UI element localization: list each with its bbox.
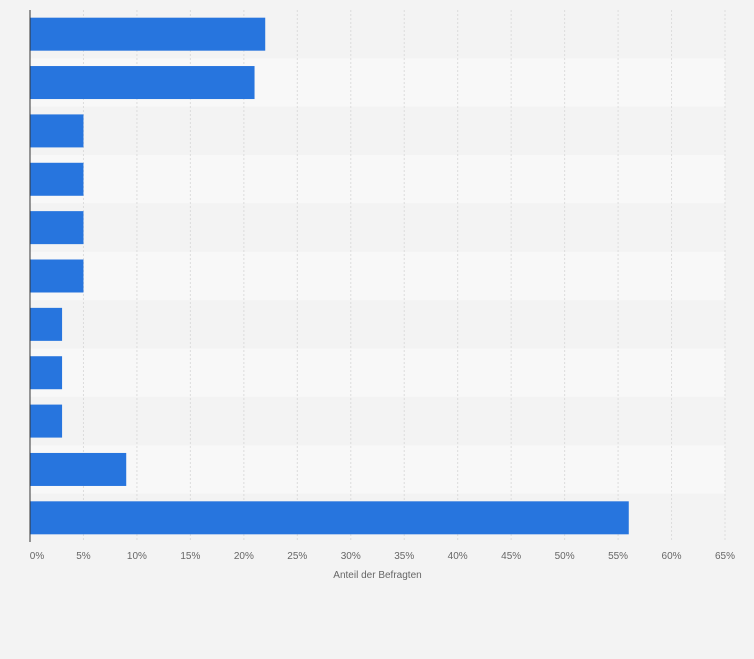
bars [30,17,629,535]
x-tick-label: 25% [287,551,307,562]
x-tick-label: 45% [501,551,521,562]
x-tick-label: 5% [76,551,91,562]
bar [30,162,84,196]
x-tick-label: 55% [608,551,628,562]
x-tick-label: 20% [234,551,254,562]
x-tick-label: 15% [180,551,200,562]
row-band [30,203,725,252]
bar [30,114,84,148]
bar [30,307,63,341]
bar [30,66,255,100]
x-tick-label: 10% [127,551,147,562]
row-band [30,396,725,446]
row-band [30,300,725,349]
row-band [30,106,725,156]
bar [30,452,127,486]
x-tick-label: 0% [30,551,45,562]
row-bands [30,10,725,542]
x-tick-label: 35% [394,551,414,562]
bar [30,211,84,245]
bar [30,259,84,293]
bar [30,501,629,535]
row-band [30,251,725,301]
x-tick-label: 60% [662,551,682,562]
row-band [30,155,725,204]
x-tick-label: 50% [555,551,575,562]
x-tick-label: 65% [715,551,735,562]
x-axis-title: Anteil der Befragten [333,570,421,581]
x-axis-ticks: 0% 5% 10% 15% 20% 25% 30% 35% 40% 45% 50% 55% 60% 65% [30,551,735,562]
x-tick-label: 40% [448,551,468,562]
x-tick-label: 30% [341,551,361,562]
bar [30,356,63,390]
row-band [30,445,725,494]
bar [30,17,266,51]
bar [30,404,63,438]
row-band [30,348,725,397]
